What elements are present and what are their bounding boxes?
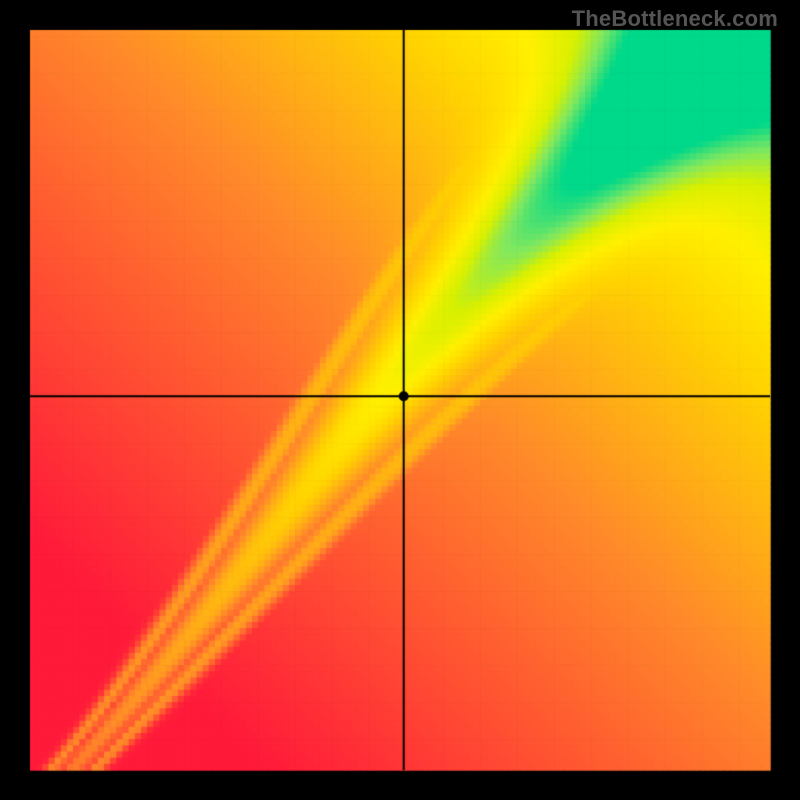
bottleneck-heatmap: [0, 0, 800, 800]
watermark-text: TheBottleneck.com: [572, 6, 778, 32]
chart-container: TheBottleneck.com: [0, 0, 800, 800]
